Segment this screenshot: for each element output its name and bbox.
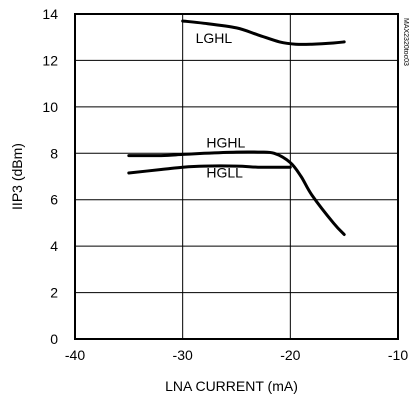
- y-tick-label: 12: [42, 52, 58, 68]
- y-axis-title: IIP3 (dBm): [9, 143, 25, 210]
- x-tick-label: -20: [280, 347, 300, 363]
- y-tick-label: 10: [42, 99, 58, 115]
- y-tick-label: 14: [42, 6, 58, 22]
- x-tick-label: -10: [388, 347, 408, 363]
- series-labels: LGHL HGHL HGLL: [196, 30, 246, 181]
- watermark: MAX2320toc03: [402, 18, 409, 66]
- series-label-hghl: HGHL: [206, 134, 245, 150]
- y-tick-label: 4: [50, 238, 58, 254]
- series-line-hghl: [127, 150, 346, 236]
- series-line-lghl: [181, 19, 346, 46]
- y-tick-label: 0: [50, 331, 58, 347]
- series-layer: [127, 19, 346, 236]
- x-tick-label: -30: [173, 347, 193, 363]
- x-tick-label: -40: [65, 347, 85, 363]
- series-label-lghl: LGHL: [196, 30, 233, 46]
- x-axis-title: LNA CURRENT (mA): [165, 378, 298, 394]
- tick-labels: -40 -30 -20 -10 0 2 4 6 8 10 12 14: [42, 6, 408, 363]
- y-tick-label: 6: [50, 192, 58, 208]
- series-label-hgll: HGLL: [206, 165, 243, 181]
- plot-frame: [74, 13, 399, 340]
- series-line-hgll: [127, 164, 292, 175]
- y-tick-label: 2: [50, 285, 58, 301]
- y-tick-label: 8: [50, 145, 58, 161]
